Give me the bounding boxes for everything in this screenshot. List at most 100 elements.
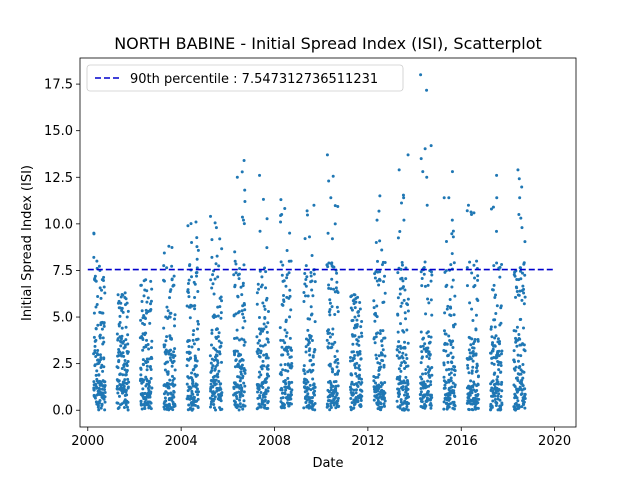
data-point bbox=[446, 304, 450, 308]
data-point bbox=[423, 284, 427, 288]
data-point bbox=[474, 352, 478, 356]
data-point bbox=[279, 363, 283, 367]
data-point bbox=[211, 282, 215, 286]
data-point bbox=[470, 337, 474, 341]
data-point bbox=[329, 405, 333, 409]
data-point bbox=[377, 354, 381, 358]
data-point bbox=[195, 359, 199, 363]
data-point bbox=[94, 338, 98, 342]
y-tick-label: 12.5 bbox=[44, 171, 73, 186]
x-axis-ticks: 2000 2004 2008 2012 2016 2020 bbox=[71, 427, 571, 449]
data-point bbox=[243, 188, 247, 192]
data-point bbox=[420, 277, 424, 281]
data-point bbox=[213, 395, 217, 399]
data-point bbox=[522, 370, 526, 374]
data-point bbox=[141, 321, 145, 325]
data-point bbox=[514, 295, 518, 299]
data-point bbox=[123, 291, 127, 295]
data-point bbox=[336, 384, 340, 388]
data-point bbox=[219, 387, 223, 391]
data-point bbox=[406, 153, 410, 157]
data-point bbox=[94, 279, 98, 283]
data-point bbox=[312, 272, 316, 276]
data-point bbox=[426, 330, 430, 334]
data-point bbox=[191, 392, 195, 396]
data-point bbox=[429, 270, 433, 274]
data-point bbox=[426, 297, 430, 301]
data-point bbox=[188, 263, 192, 267]
data-point bbox=[329, 196, 333, 200]
data-point bbox=[309, 358, 313, 362]
data-point bbox=[116, 401, 120, 405]
data-point bbox=[428, 352, 432, 356]
data-point bbox=[196, 327, 199, 331]
data-point bbox=[406, 408, 410, 412]
data-point bbox=[442, 363, 446, 367]
data-point bbox=[210, 286, 214, 290]
data-point bbox=[262, 364, 266, 368]
data-point bbox=[169, 288, 173, 292]
data-point bbox=[448, 397, 452, 401]
data-point bbox=[256, 282, 260, 286]
x-tick-label: 2020 bbox=[538, 434, 571, 449]
data-point bbox=[420, 400, 424, 404]
data-point bbox=[403, 346, 407, 350]
data-point bbox=[240, 170, 244, 174]
data-point bbox=[337, 369, 341, 373]
data-point bbox=[490, 386, 494, 390]
data-point bbox=[466, 366, 470, 370]
data-point bbox=[126, 359, 130, 363]
data-point bbox=[265, 246, 269, 250]
data-point bbox=[403, 361, 407, 365]
data-point bbox=[442, 375, 446, 379]
data-point bbox=[194, 220, 198, 224]
data-point bbox=[211, 273, 215, 277]
data-point bbox=[496, 394, 500, 398]
data-point bbox=[519, 317, 523, 321]
data-point bbox=[189, 386, 193, 390]
data-point bbox=[329, 388, 333, 392]
data-point bbox=[522, 302, 526, 306]
data-point bbox=[234, 358, 238, 362]
data-point bbox=[167, 397, 171, 401]
data-point bbox=[214, 382, 218, 386]
data-point bbox=[472, 382, 476, 386]
data-point bbox=[465, 209, 469, 213]
data-point bbox=[163, 368, 167, 372]
data-point bbox=[442, 196, 446, 200]
data-point bbox=[383, 274, 387, 278]
data-point bbox=[145, 368, 149, 372]
data-point bbox=[360, 320, 364, 324]
data-point bbox=[239, 370, 243, 374]
data-point bbox=[493, 325, 497, 329]
data-point bbox=[212, 406, 216, 410]
data-point bbox=[195, 271, 199, 275]
data-point bbox=[282, 293, 286, 297]
data-point bbox=[449, 379, 453, 383]
data-point bbox=[372, 299, 376, 303]
data-point bbox=[173, 354, 177, 358]
data-point bbox=[445, 342, 449, 346]
data-point bbox=[284, 284, 288, 288]
data-point bbox=[373, 319, 377, 323]
data-point bbox=[328, 331, 332, 335]
data-point bbox=[357, 343, 361, 347]
data-point bbox=[500, 403, 504, 407]
data-point bbox=[192, 329, 196, 333]
data-point bbox=[165, 266, 169, 270]
data-point bbox=[99, 382, 103, 386]
data-point bbox=[149, 299, 153, 303]
data-point bbox=[116, 366, 120, 370]
data-point bbox=[126, 400, 130, 404]
data-point bbox=[405, 405, 409, 409]
data-point bbox=[172, 359, 176, 363]
data-point bbox=[117, 379, 121, 383]
data-point bbox=[149, 377, 153, 381]
data-point bbox=[380, 397, 384, 401]
data-point bbox=[307, 235, 311, 239]
data-point bbox=[149, 302, 153, 306]
data-point bbox=[95, 369, 99, 373]
data-point bbox=[283, 363, 287, 366]
data-point bbox=[334, 379, 338, 383]
data-point bbox=[173, 368, 177, 372]
